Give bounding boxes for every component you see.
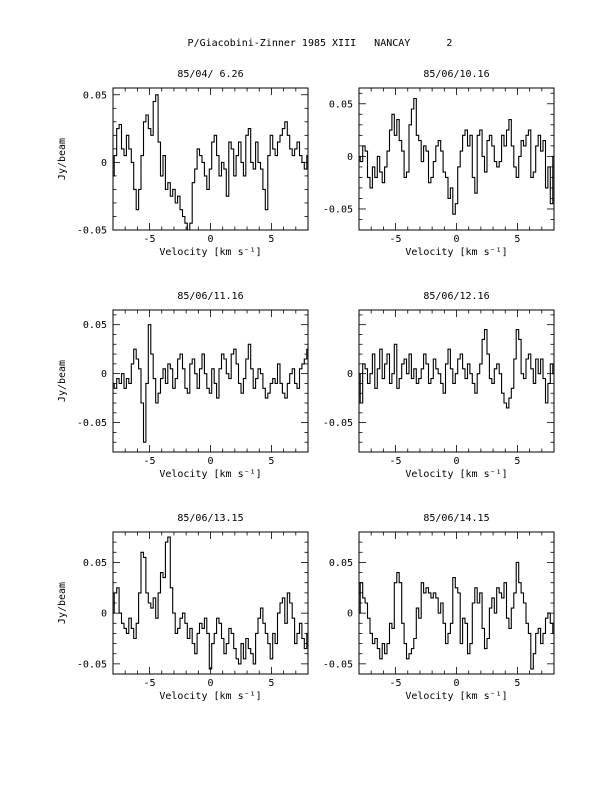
y-tick-label: 0 (347, 369, 353, 380)
y-tick-label: 0 (347, 609, 353, 620)
panel-title: 85/06/10.16 (423, 69, 489, 80)
x-tick-label: 5 (268, 234, 274, 245)
spectrum-panel-1: -5 0 5 0.05 0 -0.05 85/04/ 6.26 Velocity [km s⁻… (57, 69, 309, 258)
panel-title: 85/06/11.16 (177, 291, 243, 302)
y-tick-label: 0.05 (83, 90, 107, 101)
y-tick-label: 0 (101, 609, 107, 620)
y-axis-label: Jy/beam (57, 582, 68, 624)
x-axis-label: Velocity [km s⁻¹] (405, 247, 507, 258)
x-axis-label: Velocity [km s⁻¹] (405, 691, 507, 702)
x-tick-label: -5 (144, 456, 156, 467)
x-axis-label: Velocity [km s⁻¹] (159, 247, 261, 258)
x-tick-label: -5 (390, 234, 402, 245)
panel-title: 85/04/ 6.26 (177, 69, 243, 80)
x-tick-label: 5 (514, 234, 520, 245)
plot-frame (358, 87, 555, 231)
y-tick-label: -0.05 (323, 204, 353, 215)
y-tick-label: 0 (101, 158, 107, 169)
y-tick-label: -0.05 (323, 418, 353, 429)
x-axis-label: Velocity [km s⁻¹] (159, 691, 261, 702)
y-tick-label: -0.05 (77, 226, 107, 237)
y-tick-label: 0.05 (83, 320, 107, 331)
y-axis-label: Jy/beam (57, 138, 68, 180)
spectrum-panel-4: -5 0 5 0 -0.05 85/06/12.16 Velocity [km s⁻¹] (323, 291, 555, 480)
plot-frame (112, 309, 309, 453)
y-tick-label: 0 (101, 369, 107, 380)
x-tick-label: -5 (144, 234, 156, 245)
x-tick-label: 0 (207, 456, 213, 467)
x-tick-label: 0 (453, 456, 459, 467)
y-tick-label: 0.05 (329, 558, 353, 569)
x-axis-label: Velocity [km s⁻¹] (159, 469, 261, 480)
x-tick-label: 5 (514, 678, 520, 689)
y-tick-label: 0 (347, 152, 353, 163)
plot-frame (112, 531, 309, 675)
spectrum-line (113, 94, 308, 231)
panel-title: 85/06/12.16 (423, 291, 489, 302)
y-tick-label: 0.05 (329, 99, 353, 110)
x-tick-label: 5 (268, 678, 274, 689)
y-tick-label: 0.05 (83, 558, 107, 569)
spectrum-line (359, 97, 554, 215)
spectrum-panel-2: -5 0 5 0.05 0 -0.05 85/06/10.16 Velocity [km s⁻… (323, 69, 555, 258)
x-tick-label: -5 (144, 678, 156, 689)
page-title: P/Giacobini-Zinner 1985 XIII NANCAY 2 (187, 38, 453, 49)
panel-title: 85/06/14.15 (423, 513, 489, 524)
y-tick-label: -0.05 (77, 418, 107, 429)
spectrum-panel-6: -5 0 5 0.05 0 -0.05 85/06/14.15 Velocity [km s⁻… (323, 513, 555, 702)
spectrum-line (113, 324, 308, 443)
spectrum-panel-3: -5 0 5 0.05 0 -0.05 85/06/11.16 Velocity [km s⁻… (57, 291, 309, 480)
plot-frame (112, 87, 309, 231)
x-tick-label: 0 (207, 234, 213, 245)
x-tick-label: -5 (390, 678, 402, 689)
x-tick-label: 0 (453, 678, 459, 689)
x-tick-label: 0 (453, 234, 459, 245)
y-axis-label: Jy/beam (57, 360, 68, 402)
plot-frame (358, 309, 555, 453)
y-tick-label: -0.05 (77, 659, 107, 670)
spectrum-line (359, 561, 554, 670)
panel-title: 85/06/13.15 (177, 513, 243, 524)
x-tick-label: -5 (390, 456, 402, 467)
x-tick-label: 5 (268, 456, 274, 467)
y-tick-label: -0.05 (323, 659, 353, 670)
spectrum-panel-5: -5 0 5 0.05 0 -0.05 85/06/13.15 Velocity [km s⁻… (57, 513, 309, 702)
spectrum-line (113, 536, 308, 670)
spectrum-line (359, 329, 554, 409)
x-axis-label: Velocity [km s⁻¹] (405, 469, 507, 480)
x-tick-label: 5 (514, 456, 520, 467)
x-tick-label: 0 (207, 678, 213, 689)
